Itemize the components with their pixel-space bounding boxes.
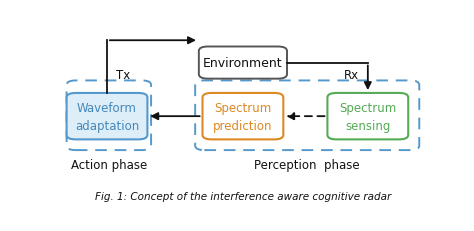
FancyBboxPatch shape: [328, 94, 408, 140]
Text: Spectrum
sensing: Spectrum sensing: [339, 101, 396, 132]
FancyBboxPatch shape: [202, 94, 283, 140]
Text: Rx: Rx: [344, 68, 359, 81]
Text: Spectrum
prediction: Spectrum prediction: [213, 101, 273, 132]
Text: Tx: Tx: [117, 68, 131, 81]
Text: Environment: Environment: [203, 57, 283, 70]
Text: Perception  phase: Perception phase: [255, 158, 360, 171]
Text: Waveform
adaptation: Waveform adaptation: [75, 101, 139, 132]
FancyBboxPatch shape: [199, 47, 287, 79]
Text: Action phase: Action phase: [71, 158, 147, 171]
Text: Fig. 1: Concept of the interference aware cognitive radar: Fig. 1: Concept of the interference awar…: [95, 191, 391, 201]
FancyBboxPatch shape: [66, 94, 147, 140]
